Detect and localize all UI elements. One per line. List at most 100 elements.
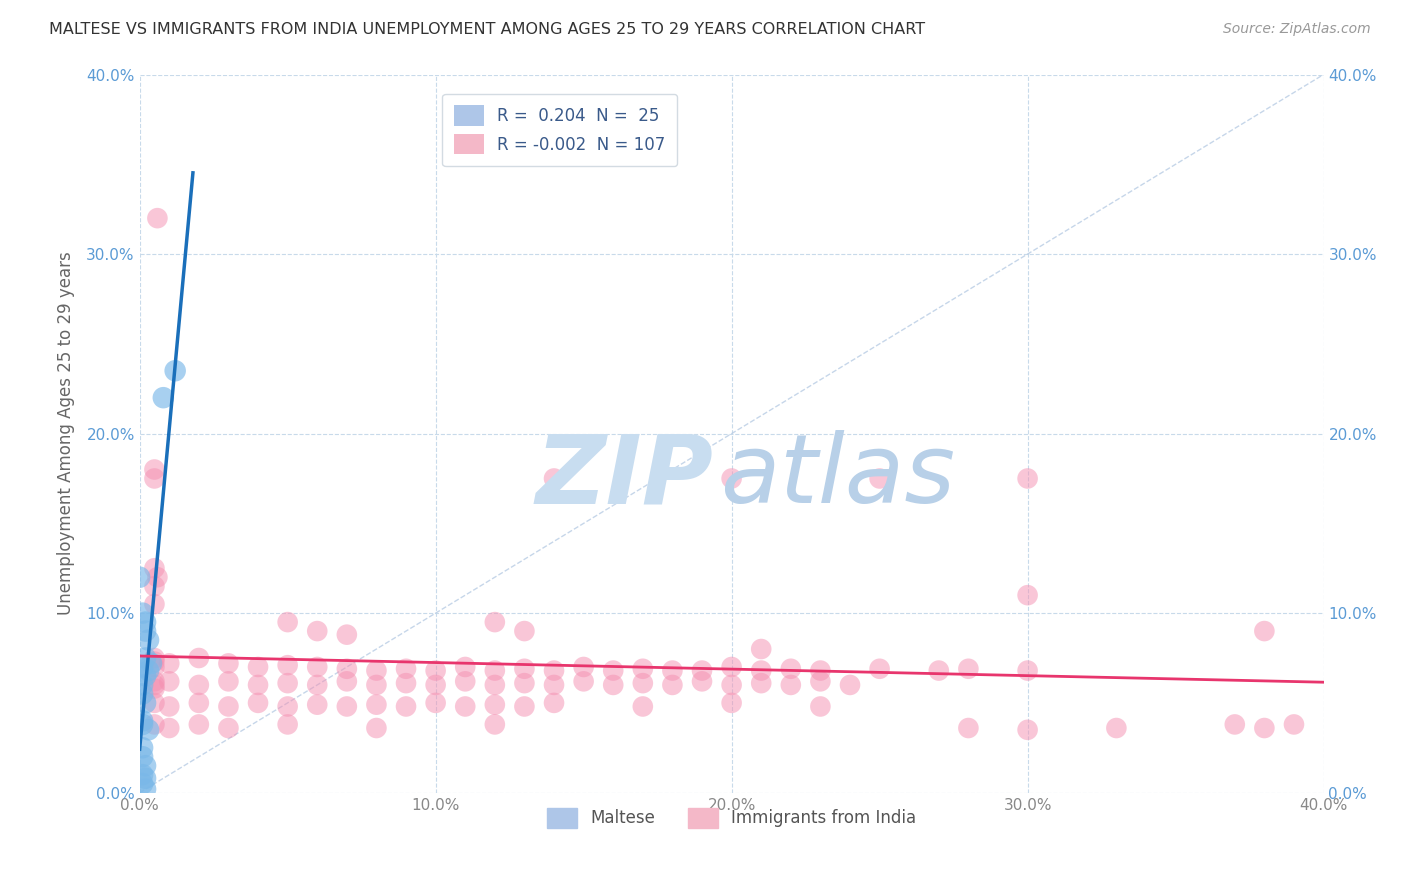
Point xyxy=(217,721,239,735)
Point xyxy=(810,664,832,678)
Point xyxy=(631,699,654,714)
Y-axis label: Unemployment Among Ages 25 to 29 years: Unemployment Among Ages 25 to 29 years xyxy=(58,252,75,615)
Point xyxy=(135,651,157,665)
Point xyxy=(146,570,169,584)
Point xyxy=(135,669,157,683)
Point xyxy=(957,721,980,735)
Point xyxy=(543,678,565,692)
Point xyxy=(602,664,624,678)
Point xyxy=(810,674,832,689)
Point xyxy=(128,570,150,584)
Point xyxy=(187,678,209,692)
Point xyxy=(135,758,157,772)
Point xyxy=(513,624,536,638)
Point xyxy=(217,674,239,689)
Point xyxy=(277,615,299,629)
Point xyxy=(749,664,772,678)
Point xyxy=(720,471,742,485)
Point xyxy=(157,674,180,689)
Point xyxy=(572,674,595,689)
Point xyxy=(138,664,160,678)
Point xyxy=(690,664,713,678)
Point xyxy=(157,657,180,671)
Point xyxy=(572,660,595,674)
Point xyxy=(543,696,565,710)
Point xyxy=(138,633,160,648)
Point xyxy=(143,674,166,689)
Point xyxy=(810,699,832,714)
Point xyxy=(135,782,157,797)
Point xyxy=(513,699,536,714)
Point xyxy=(543,471,565,485)
Point xyxy=(307,624,329,638)
Point xyxy=(143,696,166,710)
Point xyxy=(779,678,801,692)
Point xyxy=(307,678,329,692)
Point xyxy=(454,660,477,674)
Point xyxy=(484,664,506,678)
Point xyxy=(661,664,683,678)
Text: atlas: atlas xyxy=(720,430,955,524)
Point xyxy=(484,698,506,712)
Point xyxy=(143,579,166,593)
Point xyxy=(454,699,477,714)
Point xyxy=(336,628,359,642)
Point xyxy=(138,723,160,737)
Point xyxy=(749,676,772,690)
Point xyxy=(217,657,239,671)
Point xyxy=(513,676,536,690)
Point xyxy=(143,651,166,665)
Point xyxy=(395,662,418,676)
Point xyxy=(1253,624,1275,638)
Point xyxy=(661,678,683,692)
Point xyxy=(395,699,418,714)
Point xyxy=(187,651,209,665)
Point xyxy=(957,662,980,676)
Point xyxy=(131,767,153,781)
Point xyxy=(513,662,536,676)
Point xyxy=(631,676,654,690)
Point xyxy=(131,660,153,674)
Point xyxy=(146,211,169,226)
Point xyxy=(152,391,174,405)
Point xyxy=(366,698,388,712)
Point xyxy=(1017,723,1039,737)
Point xyxy=(928,664,950,678)
Point xyxy=(135,624,157,638)
Point xyxy=(869,662,891,676)
Point xyxy=(143,471,166,485)
Point xyxy=(277,676,299,690)
Point xyxy=(135,615,157,629)
Point xyxy=(690,674,713,689)
Point xyxy=(187,717,209,731)
Text: ZIP: ZIP xyxy=(536,430,714,524)
Point xyxy=(631,662,654,676)
Point xyxy=(157,699,180,714)
Point xyxy=(135,772,157,786)
Point xyxy=(366,664,388,678)
Point xyxy=(720,678,742,692)
Text: Source: ZipAtlas.com: Source: ZipAtlas.com xyxy=(1223,22,1371,37)
Point xyxy=(366,678,388,692)
Point xyxy=(131,717,153,731)
Point xyxy=(277,658,299,673)
Point xyxy=(869,471,891,485)
Point xyxy=(366,721,388,735)
Point xyxy=(484,615,506,629)
Point xyxy=(131,777,153,791)
Point xyxy=(1017,664,1039,678)
Point xyxy=(425,664,447,678)
Point xyxy=(131,606,153,620)
Point xyxy=(131,687,153,701)
Point xyxy=(749,642,772,657)
Point xyxy=(157,721,180,735)
Point xyxy=(543,664,565,678)
Point xyxy=(143,678,166,692)
Point xyxy=(839,678,862,692)
Point xyxy=(141,657,163,671)
Point xyxy=(307,698,329,712)
Point xyxy=(336,662,359,676)
Point xyxy=(395,676,418,690)
Point xyxy=(247,660,270,674)
Point xyxy=(1017,588,1039,602)
